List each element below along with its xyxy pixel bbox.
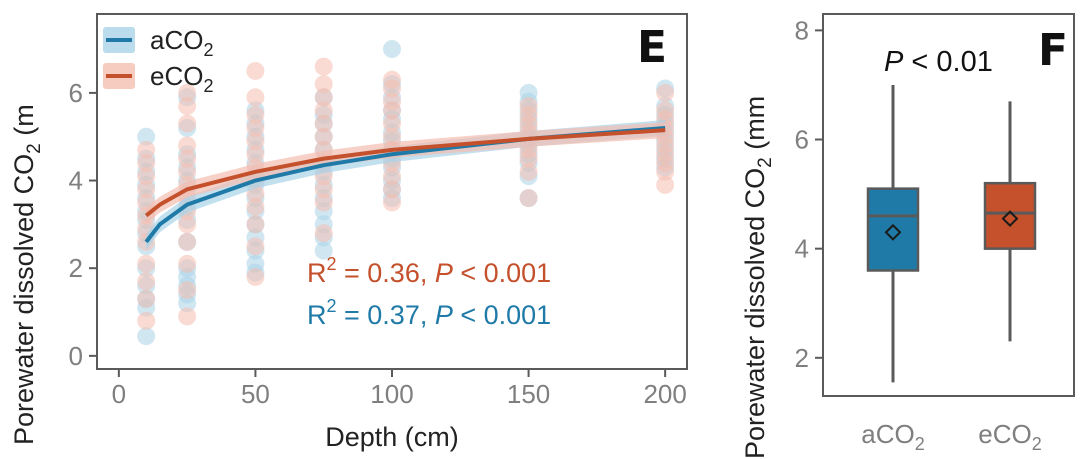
panel-e-y-title: Porewater dissolved CO2 (m	[9, 104, 45, 445]
data-point	[137, 167, 156, 186]
panel-f-frame	[822, 13, 1075, 397]
panel-f-y-title: Porewater dissolved CO2 (mm	[740, 96, 776, 459]
data-point	[314, 75, 333, 94]
data-point	[137, 311, 156, 330]
panel-e-legend: aCO2 eCO2	[103, 25, 213, 96]
data-point	[137, 127, 156, 146]
data-point	[656, 175, 675, 194]
box	[983, 181, 1037, 250]
data-point	[383, 180, 401, 199]
data-point	[246, 145, 265, 164]
data-point	[656, 101, 675, 120]
data-point	[246, 215, 265, 234]
mean-marker	[884, 223, 902, 241]
data-point	[178, 162, 197, 181]
y-tick-label: 4	[69, 166, 83, 196]
fit-line	[144, 128, 666, 218]
x-tick-label: 50	[241, 379, 270, 409]
panel-f-y-ticks: 2 4 6 8	[795, 15, 823, 373]
data-point	[519, 189, 538, 208]
data-point	[246, 61, 265, 80]
data-point	[246, 267, 265, 286]
data-point	[246, 88, 265, 107]
data-point	[519, 83, 538, 102]
panel-e-x-title: Depth (cm)	[325, 422, 459, 452]
data-point	[178, 281, 197, 300]
mean-marker	[1001, 210, 1019, 228]
x-tick-label: 100	[370, 379, 413, 409]
panel-e-letter: E	[637, 22, 667, 73]
data-point	[383, 92, 401, 111]
panel-e-fit-lines	[144, 125, 666, 244]
data-point	[383, 193, 401, 212]
data-point	[178, 83, 197, 102]
data-point	[178, 215, 197, 234]
data-point	[383, 167, 401, 186]
data-point	[178, 136, 197, 155]
data-point	[137, 327, 156, 346]
data-point	[519, 97, 538, 116]
data-point	[314, 127, 333, 146]
panel-f-cat-aco2: aCO2	[861, 419, 924, 454]
data-point	[314, 241, 333, 260]
data-point	[246, 118, 265, 137]
y-tick-label: 6	[795, 125, 809, 155]
panel-f: 2 4 6 8 F P < 0.01 aCO2 eCO2 Porewater diss…	[740, 13, 1075, 459]
panel-e-confidence-bands	[146, 120, 666, 250]
data-point	[314, 88, 333, 107]
data-point	[137, 180, 156, 199]
legend-a-label: aCO2	[150, 25, 213, 60]
y-tick-label: 6	[69, 78, 83, 108]
x-tick-label: 200	[643, 379, 686, 409]
panel-f-p-value: P < 0.01	[884, 46, 993, 78]
confidence-band	[146, 122, 666, 224]
data-point	[314, 114, 333, 133]
data-point	[246, 197, 265, 216]
data-point	[246, 254, 265, 273]
panel-f-boxes	[866, 84, 1037, 383]
y-tick-label: 2	[69, 253, 83, 283]
stat-eco2: R2 = 0.36, P < 0.001	[307, 254, 551, 288]
data-point	[383, 127, 401, 146]
data-point	[383, 114, 401, 133]
data-point	[314, 193, 333, 212]
data-point	[246, 132, 265, 151]
stat-aco2: R2 = 0.37, P < 0.001	[307, 296, 551, 330]
data-point	[178, 254, 197, 273]
box	[866, 187, 920, 272]
y-tick-label: 2	[795, 343, 809, 373]
x-tick-label: 0	[112, 379, 126, 409]
data-point	[314, 180, 333, 199]
data-point	[178, 307, 197, 326]
y-tick-label: 4	[795, 234, 809, 264]
data-point	[137, 289, 156, 308]
data-point	[383, 40, 401, 59]
panel-f-cat-eco2: eCO2	[978, 419, 1041, 454]
data-point	[314, 101, 333, 120]
legend-e-label: eCO2	[150, 61, 213, 96]
panel-e: 0 50 100 150 200 0 2 4 6 aCO2 eCO2 E R2 = 0.36,…	[9, 13, 688, 452]
data-point	[178, 149, 197, 168]
data-point	[137, 140, 156, 159]
data-point	[383, 70, 401, 89]
data-point	[246, 237, 265, 256]
data-point	[178, 97, 197, 116]
data-point	[314, 57, 333, 76]
data-point	[137, 272, 156, 291]
data-point	[178, 114, 197, 133]
panel-e-y-ticks: 0 2 4 6	[69, 78, 97, 371]
data-point	[178, 232, 197, 251]
data-point	[519, 162, 538, 181]
data-point	[137, 154, 156, 173]
y-tick-label: 0	[69, 341, 83, 371]
data-point	[246, 105, 265, 124]
data-point	[314, 224, 333, 243]
y-tick-label: 8	[795, 15, 809, 45]
panel-f-letter: F	[1038, 25, 1068, 76]
panel-e-x-ticks: 0 50 100 150 200	[112, 369, 687, 409]
x-tick-label: 150	[507, 379, 550, 409]
data-point	[137, 254, 156, 273]
data-point	[656, 83, 675, 102]
